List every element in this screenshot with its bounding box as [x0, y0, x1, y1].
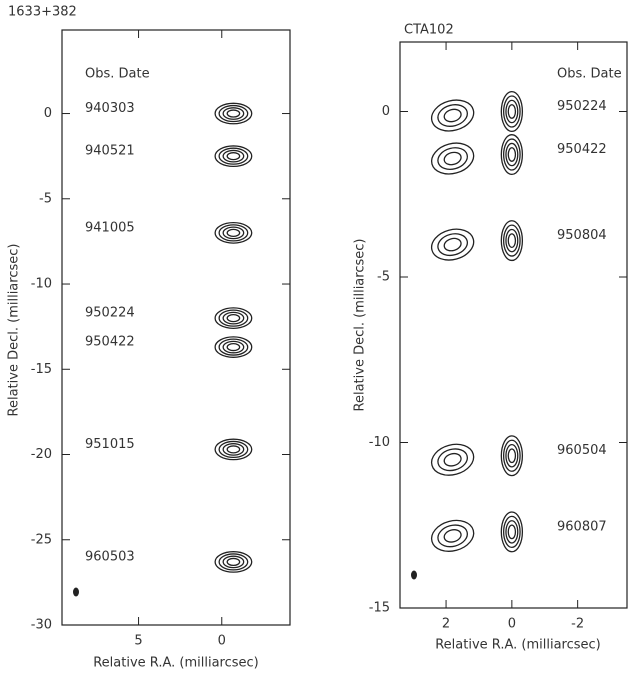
core-contour [215, 439, 252, 459]
panel-title: CTA102 [404, 23, 454, 38]
core-contour [227, 344, 239, 351]
epoch-label: 940303 [85, 101, 135, 116]
jet-contour [428, 139, 477, 179]
jet-contour [428, 96, 477, 136]
epoch-label: 960807 [557, 519, 607, 534]
y-tick-label: -5 [39, 191, 52, 206]
jet-contour [435, 102, 469, 130]
y-tick-label: -5 [377, 270, 390, 285]
figure: 1633+382 Relative R.A. (milliarcsec) Relat… [0, 0, 628, 676]
jet-contour [428, 225, 477, 265]
jet-contour [428, 440, 477, 480]
x-tick-label: -2 [571, 617, 584, 632]
core-contour [508, 234, 515, 248]
jet-contour [443, 452, 463, 468]
core-contour [501, 135, 522, 175]
jet-contour [435, 145, 469, 173]
epoch-label: 941005 [85, 220, 135, 235]
x-axis-label: Relative R.A. (milliarcsec) [93, 656, 259, 671]
y-axis-label: Relative Decl. (milliarcsec) [7, 244, 22, 417]
epoch-label: 960504 [557, 443, 607, 458]
plot-frame [62, 30, 290, 625]
core-contour [215, 103, 252, 123]
epoch-label: 950224 [557, 99, 607, 114]
epoch-label: 950422 [85, 335, 135, 350]
jet-contour [443, 151, 463, 167]
y-tick-label: -25 [31, 532, 52, 547]
y-tick-label: -20 [31, 447, 52, 462]
core-contour [501, 512, 522, 552]
y-tick-label: -15 [31, 362, 52, 377]
epoch-label: 940521 [85, 144, 135, 159]
core-contour [215, 308, 252, 328]
core-contour [227, 153, 239, 160]
jet-contour [435, 522, 469, 550]
core-contour [501, 92, 522, 132]
core-contour [215, 337, 252, 357]
x-tick-label: 5 [134, 634, 142, 649]
x-tick-label: 0 [218, 634, 226, 649]
jet-contour [443, 528, 463, 544]
jet-contour [428, 516, 477, 556]
core-contour [227, 110, 239, 117]
core-contour [508, 525, 515, 539]
epoch-label: 951015 [85, 437, 135, 452]
y-tick-label: -15 [369, 601, 390, 616]
y-tick-label: 0 [382, 104, 390, 119]
x-tick-label: 2 [442, 617, 450, 632]
jet-contour [435, 446, 469, 474]
core-contour [215, 146, 252, 166]
core-contour [508, 449, 515, 463]
x-tick-label: 0 [508, 617, 516, 632]
core-contour [215, 223, 252, 243]
beam [411, 571, 417, 580]
y-tick-label: -10 [31, 277, 52, 292]
core-contour [508, 148, 515, 162]
legend-title: Obs. Date [557, 67, 622, 82]
epoch-label: 950422 [557, 142, 607, 157]
core-contour [508, 105, 515, 119]
y-tick-label: -30 [31, 618, 52, 633]
epoch-label: 950804 [557, 228, 607, 243]
epoch-label: 960503 [85, 549, 135, 564]
jet-contour [435, 231, 469, 259]
panel-title: 1633+382 [8, 5, 77, 20]
core-contour [501, 436, 522, 476]
y-tick-label: 0 [44, 106, 52, 121]
legend-title: Obs. Date [85, 67, 150, 82]
jet-contour [443, 108, 463, 124]
y-axis-label: Relative Decl. (milliarcsec) [353, 239, 368, 412]
core-contour [227, 446, 239, 453]
beam [73, 588, 79, 597]
core-contour [215, 552, 252, 572]
core-contour [501, 221, 522, 261]
x-axis-label: Relative R.A. (milliarcsec) [435, 638, 601, 653]
core-contour [227, 315, 239, 322]
epoch-label: 950224 [85, 306, 135, 321]
jet-contour [443, 237, 463, 253]
y-tick-label: -10 [369, 435, 390, 450]
core-contour [227, 229, 239, 236]
core-contour [227, 558, 239, 565]
